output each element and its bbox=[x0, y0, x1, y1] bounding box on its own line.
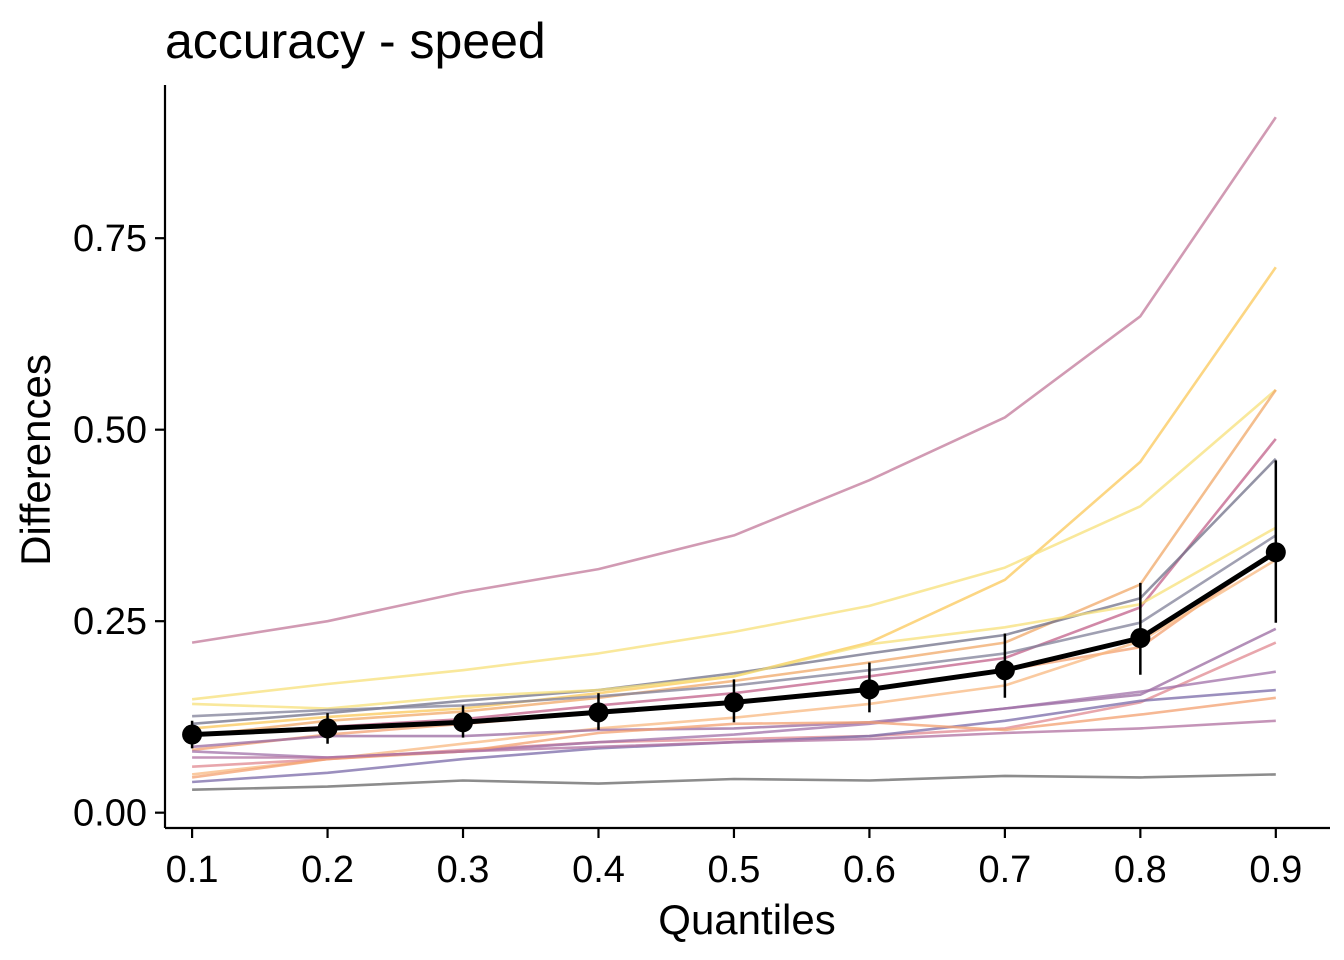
individual-series-line-16 bbox=[192, 719, 1276, 759]
mean-series-group bbox=[182, 460, 1286, 749]
y-tick-label-0.25: 0.25 bbox=[73, 601, 147, 643]
mean-point-0.7 bbox=[994, 660, 1015, 681]
mean-point-0.8 bbox=[1130, 628, 1151, 649]
x-tick-label-0.2: 0.2 bbox=[301, 849, 354, 891]
x-tick-label-0.4: 0.4 bbox=[572, 849, 625, 891]
x-tick-label-0.5: 0.5 bbox=[708, 849, 761, 891]
x-axis-title: Quantiles bbox=[658, 896, 835, 943]
y-tick-label-0.75: 0.75 bbox=[73, 218, 147, 260]
individual-series-line-3 bbox=[191, 388, 1277, 701]
mean-point-0.5 bbox=[723, 692, 744, 713]
x-tick-label-0.1: 0.1 bbox=[166, 849, 219, 891]
mean-point-0.9 bbox=[1265, 542, 1286, 563]
x-tick-label-0.3: 0.3 bbox=[437, 849, 490, 891]
x-tick-label-0.7: 0.7 bbox=[978, 849, 1031, 891]
x-tick-label-0.9: 0.9 bbox=[1249, 849, 1302, 891]
individual-series-line-11 bbox=[191, 627, 1277, 749]
mean-point-0.6 bbox=[859, 679, 880, 700]
axes: 0.1 0.2 0.3 0.4 0.5 0.6 0.7 0.8 0.9 0.00 0.25 0.50 0… bbox=[73, 85, 1330, 891]
individual-series-line-17 bbox=[192, 773, 1276, 791]
individual-series-line-1 bbox=[191, 116, 1277, 644]
individual-series-line-7 bbox=[192, 526, 1277, 710]
y-tick-label-0.50: 0.50 bbox=[73, 410, 147, 452]
y-axis-title: Differences bbox=[12, 354, 59, 566]
mean-point-0.4 bbox=[588, 702, 609, 723]
mean-point-0.1 bbox=[182, 724, 203, 745]
x-tick-label-0.8: 0.8 bbox=[1114, 849, 1167, 891]
x-tick-label-0.6: 0.6 bbox=[843, 849, 896, 891]
mean-point-0.3 bbox=[453, 712, 474, 733]
mean-point-0.2 bbox=[317, 718, 338, 739]
individual-series-group bbox=[191, 116, 1277, 791]
chart-title: accuracy - speed bbox=[165, 13, 546, 69]
y-tick-label-0.00: 0.00 bbox=[73, 793, 147, 835]
